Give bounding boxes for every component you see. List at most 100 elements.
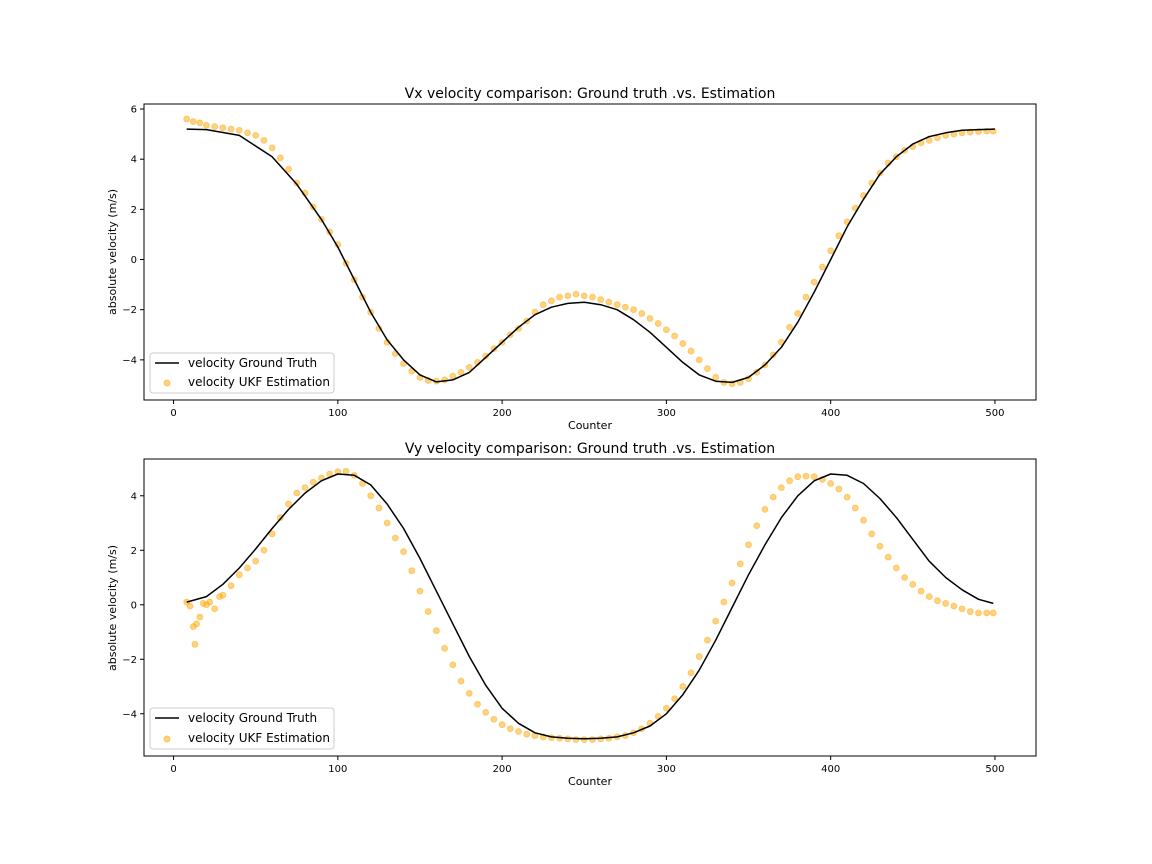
vy-estimation-point — [827, 480, 835, 487]
vx-estimation-point — [276, 154, 284, 162]
vy-estimation-point — [942, 600, 950, 607]
vx-estimation-point — [490, 345, 498, 352]
vx-x-tick-label: 400 — [821, 408, 840, 419]
vy-estimation-point — [934, 597, 941, 605]
vx-y-tick-label: −2 — [122, 305, 137, 316]
vx-estimation-point — [819, 263, 826, 271]
vy-plot-frame — [143, 458, 1037, 757]
vy-y-tick-label: 4 — [131, 491, 137, 502]
vy-estimation-point — [375, 504, 383, 512]
vy-y-tick-label: 0 — [131, 600, 137, 611]
vx-estimation-point — [613, 301, 621, 309]
vx-estimation-point — [572, 290, 580, 298]
vx-estimation-point — [794, 310, 802, 317]
vx-estimation-point — [203, 121, 210, 129]
vy-estimation-point — [490, 715, 498, 723]
vy-estimation-point — [777, 484, 785, 492]
vy-estimation-point — [843, 493, 851, 501]
vx-estimation-point — [539, 301, 547, 309]
vy-estimation-point — [293, 489, 301, 497]
vy-estimation-point — [589, 736, 596, 744]
vx-x-tick-label: 200 — [493, 408, 512, 419]
vx-x-ticks: 0 100 200 300 400 500 — [170, 400, 1004, 419]
vx-estimation-point — [482, 352, 490, 360]
vy-estimation-point — [367, 492, 375, 500]
vy-estimation-point — [695, 653, 703, 660]
vx-estimation-point — [556, 293, 564, 301]
vx-estimation-point — [662, 326, 670, 334]
vx-x-axis-label: Counter — [568, 419, 612, 432]
vy-estimation-point — [211, 605, 219, 613]
vy-estimation-point — [975, 609, 982, 617]
vy-chart: Vy velocity comparison: Ground truth .vs… — [106, 441, 1037, 788]
vy-x-tick-label: 300 — [657, 764, 676, 775]
vx-estimation-point — [580, 292, 588, 300]
vy-legend: velocity Ground Truth velocity UKF Estim… — [149, 707, 335, 750]
vx-y-axis-label: absolute velocity (m/s) — [106, 189, 119, 315]
vx-legend-scatter-swatch — [163, 379, 171, 387]
vy-estimation-point — [958, 605, 966, 613]
vx-chart-title: Vx velocity comparison: Ground truth .vs… — [405, 86, 776, 102]
vy-estimation-point — [433, 627, 440, 635]
vx-estimation-point — [564, 292, 572, 300]
vy-estimation-point — [186, 602, 194, 610]
vy-estimation-point — [391, 534, 399, 542]
vx-x-tick-label: 500 — [985, 408, 1004, 419]
vy-y-ticks: −4 −2 0 2 4 — [122, 491, 144, 720]
vy-estimation-point — [892, 564, 900, 572]
vy-legend-label-truth: velocity Ground Truth — [188, 711, 317, 725]
vx-x-tick-label: 0 — [170, 408, 176, 419]
vy-estimation-point — [860, 516, 867, 524]
vx-estimation-point — [769, 351, 777, 359]
vx-estimation-point — [183, 115, 191, 123]
vx-estimation-point — [219, 124, 227, 132]
vy-legend-box — [149, 707, 335, 750]
vy-estimation-point — [244, 564, 251, 572]
vx-estimation-point — [638, 310, 646, 317]
vx-estimation-point — [630, 306, 637, 314]
vy-estimation-point — [884, 553, 892, 561]
vx-y-ticks: −4 −2 0 2 4 6 — [122, 105, 144, 366]
vy-estimation-point — [457, 677, 465, 685]
vy-estimation-point — [687, 669, 695, 677]
vx-estimation-point — [597, 296, 605, 304]
vy-estimation-point — [506, 725, 514, 733]
vy-estimation-point — [572, 736, 580, 744]
vy-x-axis-label: Counter — [568, 775, 612, 788]
vy-estimation-point — [334, 468, 342, 476]
vx-legend-label-truth: velocity Ground Truth — [188, 356, 317, 370]
vy-estimation-point — [786, 477, 793, 485]
vy-estimation-point — [416, 587, 424, 595]
vy-estimation-point — [679, 683, 687, 690]
vx-chart: Vx velocity comparison: Ground truth .vs… — [106, 86, 1037, 432]
vx-estimation-point — [786, 323, 793, 331]
vy-estimation-point — [704, 636, 711, 644]
vx-y-tick-label: 0 — [131, 255, 137, 266]
vy-estimation-point — [309, 478, 317, 486]
vx-estimation-point — [244, 129, 251, 137]
vx-estimation-point — [547, 297, 555, 305]
vy-x-tick-label: 0 — [170, 764, 176, 775]
vy-estimation-point — [909, 580, 917, 588]
vx-estimation-point — [465, 363, 473, 371]
vy-ground-truth-line — [186, 473, 994, 740]
vx-legend-box — [149, 352, 335, 394]
vy-estimation-point — [193, 620, 200, 628]
vy-estimation-point — [498, 721, 506, 729]
vy-estimation-point — [876, 542, 884, 550]
vx-legend: velocity Ground Truth velocity UKF Estim… — [149, 352, 335, 394]
vy-estimation-point — [523, 730, 531, 738]
vx-estimation-point — [695, 356, 703, 364]
vx-plot-frame — [143, 103, 1037, 401]
vx-estimation-point — [802, 293, 810, 301]
vx-y-tick-label: 2 — [131, 205, 137, 216]
vy-estimation-point — [408, 567, 416, 575]
vx-estimation-point — [712, 374, 720, 381]
vy-estimation-point — [769, 493, 777, 501]
vx-estimation-point — [252, 131, 260, 139]
vx-estimation-point — [704, 365, 711, 373]
vy-estimation-point — [989, 609, 997, 617]
vx-estimation-point — [227, 125, 235, 133]
vy-y-tick-label: −2 — [122, 655, 137, 666]
